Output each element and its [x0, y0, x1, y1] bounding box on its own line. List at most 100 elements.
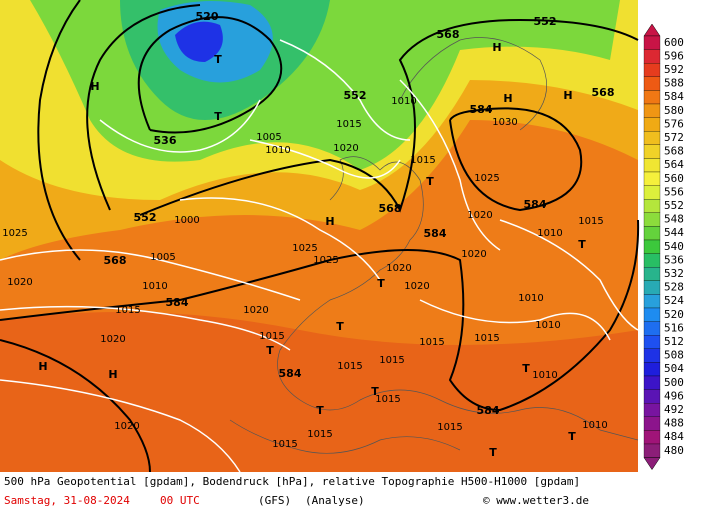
colorbar-swatch: [643, 199, 661, 213]
footer-time: 00 UTC: [160, 494, 200, 507]
footer-date: Samstag, 31-08-2024: [4, 494, 130, 507]
colorbar-swatch: [643, 117, 661, 132]
isobar-label: 1010: [391, 96, 416, 107]
colorbar-label: 564: [664, 158, 684, 171]
pressure-isobars: [0, 39, 639, 473]
pressure-center: T: [489, 446, 497, 459]
colorbar-label: 600: [664, 36, 684, 49]
colorbar-swatch: [643, 131, 661, 145]
colorbar-swatch: [643, 430, 661, 445]
pressure-center: H: [108, 368, 117, 381]
geopotential-label: 552: [134, 211, 157, 224]
colorbar-swatch: [643, 171, 661, 186]
pressure-center: T: [578, 238, 586, 251]
colorbar-label: 572: [664, 131, 684, 144]
isobar-label: 1020: [333, 143, 358, 154]
isobar-label: 1010: [518, 293, 543, 304]
colorbar-swatch: [643, 403, 661, 417]
colorbar-swatch: [643, 348, 661, 363]
isobar-label: 1010: [532, 370, 557, 381]
geopotential-label: 584: [424, 227, 447, 240]
colorbar-label: 580: [664, 104, 684, 117]
geopotential-label: 568: [104, 254, 127, 267]
colorbar-label: 560: [664, 172, 684, 185]
isobar-label: 1020: [243, 305, 268, 316]
colorbar-label: 492: [664, 403, 684, 416]
colorbar-bottom-arrow: [643, 457, 661, 471]
geopotential-label: 584: [470, 103, 493, 116]
colorbar-label: 500: [664, 376, 684, 389]
colorbar-label: 508: [664, 349, 684, 362]
pressure-center: H: [325, 215, 334, 228]
isobar-label: 1015: [375, 394, 400, 405]
isobar-label: 1020: [461, 249, 486, 260]
colorbar-swatch: [643, 239, 661, 254]
geopotential-label: 552: [534, 15, 557, 28]
colorbar-swatch: [643, 443, 661, 458]
geopotential-label: 584: [279, 367, 302, 380]
isobar-label: 1010: [265, 145, 290, 156]
isobar-label: 1020: [100, 334, 125, 345]
isobar-label: 1005: [256, 132, 281, 143]
pressure-center: T: [214, 110, 222, 123]
colorbar-label: 484: [664, 430, 684, 443]
colorbar-swatch: [643, 226, 661, 241]
pressure-center: H: [38, 360, 47, 373]
pressure-center: H: [492, 41, 501, 54]
coastlines: [229, 37, 639, 454]
colorbar-swatch: [643, 280, 661, 295]
low-core: [175, 21, 223, 63]
pressure-center: T: [214, 53, 222, 66]
colorbar-swatch: [643, 35, 661, 50]
colorbar-swatch: [643, 49, 661, 64]
colorbar-label: 588: [664, 77, 684, 90]
isobar-label: 1025: [292, 243, 317, 254]
geopotential-label: 520: [196, 10, 219, 23]
footer-model: (GFS): [258, 494, 291, 507]
warm-region: [0, 312, 638, 472]
pressure-center: T: [377, 277, 385, 290]
isobar-label: 1010: [535, 320, 560, 331]
colorbar-label: 504: [664, 362, 684, 375]
geopotential-label: 536: [154, 134, 177, 147]
geopotential-label: 552: [344, 89, 367, 102]
colorbar-label: 544: [664, 226, 684, 239]
pressure-center: H: [90, 80, 99, 93]
colorbar-label: 540: [664, 240, 684, 253]
colorbar-swatch: [643, 294, 661, 309]
colorbar-label: 576: [664, 117, 684, 130]
colorbar-swatch: [643, 63, 661, 77]
isobar-label: 1015: [379, 355, 404, 366]
geopotential-label: 568: [437, 28, 460, 41]
pressure-center: T: [316, 404, 324, 417]
colorbar-label: 496: [664, 389, 684, 402]
colorbar-swatch: [643, 335, 661, 349]
isobar-label: 1015: [307, 429, 332, 440]
isobar-label: 1020: [7, 277, 32, 288]
colorbar-swatch: [643, 416, 661, 431]
pressure-center: T: [426, 175, 434, 188]
isobar-label: 1010: [582, 420, 607, 431]
colorbar-top-arrow: [643, 23, 661, 37]
colorbar-label: 584: [664, 90, 684, 103]
colorbar-label: 512: [664, 335, 684, 348]
isobar-label: 1015: [578, 216, 603, 227]
geopotential-label: 584: [524, 198, 547, 211]
isobar-label: 1015: [419, 337, 444, 348]
isobar-label: 1015: [272, 439, 297, 450]
colorbar-swatch: [643, 103, 661, 118]
isobar-label: 1025: [2, 228, 27, 239]
colorbar-label: 520: [664, 308, 684, 321]
isobar-label: 1010: [142, 281, 167, 292]
pressure-center: T: [522, 362, 530, 375]
colorbar-label: 488: [664, 417, 684, 430]
colorbar-label: 528: [664, 281, 684, 294]
isobar-label: 1010: [537, 228, 562, 239]
isobar-label: 1015: [259, 331, 284, 342]
colorbar-swatch: [643, 375, 661, 390]
pressure-center: H: [563, 89, 572, 102]
isobar-label: 1015: [437, 422, 462, 433]
colorbar-label: 556: [664, 185, 684, 198]
colorbar-label: 592: [664, 63, 684, 76]
